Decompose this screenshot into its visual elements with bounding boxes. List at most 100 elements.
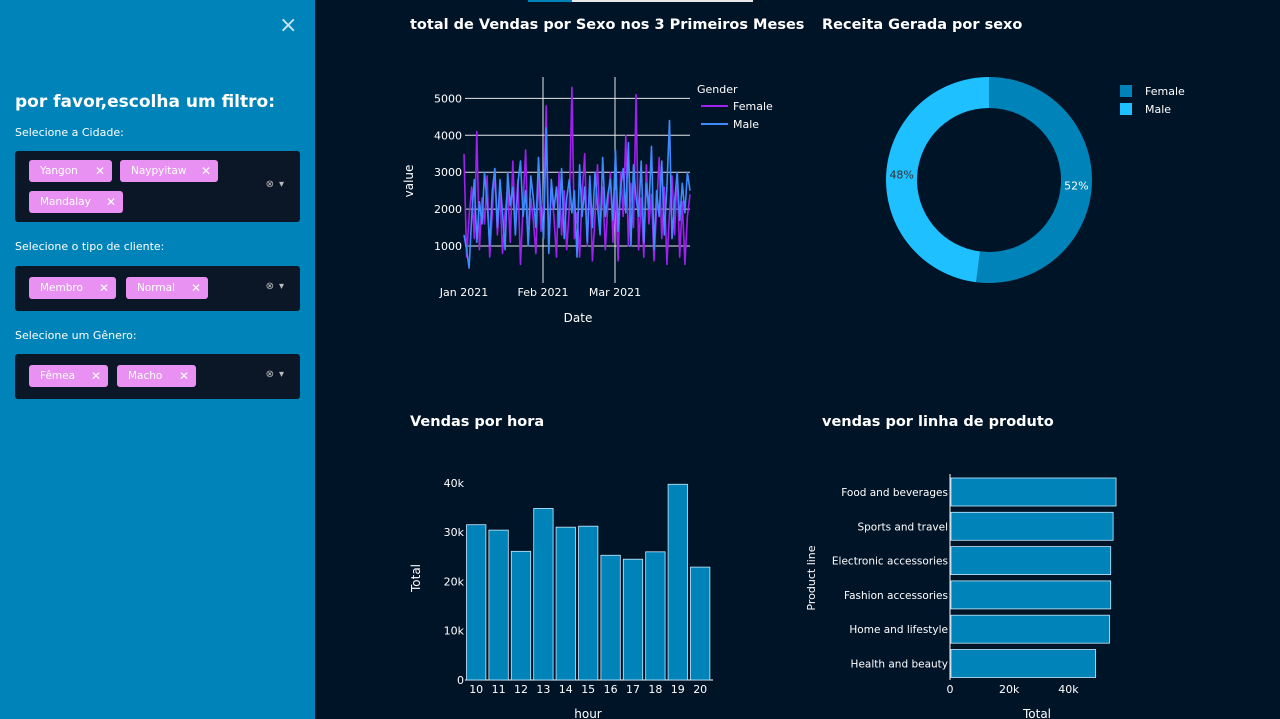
remove-tag-icon[interactable]: ✕ (178, 369, 189, 383)
customer-tag-membro: Membro ✕ (29, 277, 116, 299)
line-x-axis-label: Date (564, 311, 593, 325)
chevron-down-icon[interactable]: ▾ (278, 179, 284, 190)
product-x-axis-label: Total (1022, 707, 1051, 719)
city-multiselect[interactable]: Yangon ✕ Naypyitaw ✕ Mandalay ✕ ⊗ ▾ (15, 151, 300, 222)
pie-slice-female[interactable] (976, 77, 1093, 283)
hour-x-tick: 16 (604, 683, 618, 696)
line-x-tick: Feb 2021 (518, 286, 569, 299)
product-chart-title: vendas por linha de produto (822, 414, 1054, 430)
hour-chart-title: Vendas por hora (410, 414, 545, 430)
product-bar[interactable] (950, 546, 1112, 575)
hour-bar[interactable] (533, 508, 554, 681)
tag-label: Macho (128, 370, 163, 382)
remove-tag-icon[interactable]: ✕ (200, 164, 211, 178)
product-y-tick: Health and beauty (851, 659, 948, 671)
hour-bar[interactable] (645, 551, 666, 681)
top-scroll-indicator-thumb[interactable] (528, 0, 572, 2)
chevron-down-icon[interactable]: ▾ (278, 281, 284, 292)
hour-bar[interactable] (600, 554, 621, 681)
product-y-tick: Electronic accessories (832, 556, 948, 568)
remove-tag-icon[interactable]: ✕ (105, 195, 116, 209)
pie-legend-swatch[interactable] (1120, 85, 1132, 97)
line-y-tick: 4000 (434, 129, 462, 142)
line-y-tick: 2000 (434, 203, 462, 216)
tag-label: Normal (137, 282, 175, 294)
customer-tag-normal: Normal ✕ (126, 277, 208, 299)
pie-legend-swatch[interactable] (1120, 103, 1132, 115)
product-bar[interactable] (950, 614, 1110, 644)
hour-y-tick: 10k (444, 625, 465, 638)
line-legend-label[interactable]: Male (733, 118, 759, 131)
pie-legend-label[interactable]: Male (1145, 103, 1171, 116)
product-bar[interactable] (950, 649, 1097, 678)
tag-label: Yangon (40, 165, 78, 177)
hour-y-axis-label: Total (409, 564, 423, 593)
hour-bar[interactable] (578, 525, 599, 681)
chevron-down-icon[interactable]: ▾ (278, 369, 284, 380)
hour-bar[interactable] (690, 566, 711, 681)
customer-multiselect[interactable]: Membro ✕ Normal ✕ ⊗ ▾ (15, 266, 300, 311)
clear-icon[interactable]: ⊗ (265, 369, 274, 380)
hour-bar[interactable] (622, 558, 644, 681)
line-series-male[interactable] (463, 119, 691, 269)
line-series-female[interactable] (463, 86, 691, 266)
remove-tag-icon[interactable]: ✕ (98, 281, 109, 295)
pie-value-label: 52% (1064, 179, 1088, 192)
hour-x-tick: 19 (671, 683, 685, 696)
remove-tag-icon[interactable]: ✕ (190, 281, 201, 295)
product-bar[interactable] (950, 477, 1117, 507)
hour-x-tick: 11 (492, 683, 506, 696)
hour-x-axis-label: hour (574, 707, 602, 719)
clear-icon[interactable]: ⊗ (265, 281, 274, 292)
line-legend-label[interactable]: Female (733, 100, 773, 113)
product-y-axis-label: Product line (805, 545, 818, 610)
pie-value-label: 48% (889, 169, 913, 182)
remove-tag-icon[interactable]: ✕ (90, 369, 101, 383)
gender-tag-femea: Fêmea ✕ (29, 365, 108, 387)
close-sidebar-icon[interactable]: × (279, 13, 298, 38)
pie-slice-male[interactable] (886, 77, 989, 283)
top-scroll-indicator (528, 0, 753, 2)
line-y-tick: 1000 (434, 240, 462, 253)
pie-legend-label[interactable]: Female (1145, 85, 1185, 98)
hour-bar[interactable] (667, 483, 688, 681)
product-y-tick: Fashion accessories (844, 590, 948, 602)
sidebar-title: por favor,escolha um filtro: (15, 92, 275, 112)
line-legend-title: Gender (697, 83, 738, 96)
hour-y-tick: 0 (457, 674, 464, 687)
hour-x-tick: 17 (626, 683, 640, 696)
hour-x-tick: 15 (581, 683, 595, 696)
hour-bar[interactable] (488, 529, 509, 681)
clear-icon[interactable]: ⊗ (265, 179, 274, 190)
pie-chart-title: Receita Gerada por sexo (822, 17, 1023, 33)
product-x-tick: 40k (1058, 683, 1079, 696)
hour-bar[interactable] (466, 524, 487, 681)
product-x-tick: 0 (947, 683, 954, 696)
line-chart-title: total de Vendas por Sexo nos 3 Primeiros… (410, 17, 805, 33)
product-y-tick: Home and lifestyle (849, 624, 948, 636)
hour-x-tick: 20 (693, 683, 707, 696)
product-bar[interactable] (950, 580, 1112, 610)
line-y-tick: 5000 (434, 92, 462, 105)
hour-x-tick: 12 (514, 683, 528, 696)
hour-y-tick: 20k (444, 575, 465, 588)
line-x-tick: Mar 2021 (589, 286, 641, 299)
city-controls: ⊗ ▾ (261, 179, 284, 190)
hour-bar[interactable] (555, 526, 576, 681)
line-y-tick: 3000 (434, 166, 462, 179)
hour-y-tick: 40k (444, 477, 465, 490)
hour-bar[interactable] (510, 550, 532, 681)
hour-y-tick: 30k (444, 526, 465, 539)
gender-controls: ⊗ ▾ (261, 369, 284, 380)
city-tag-yangon: Yangon ✕ (29, 160, 112, 182)
customer-filter-label: Selecione o tipo de cliente: (15, 240, 165, 253)
hour-x-tick: 10 (469, 683, 483, 696)
remove-tag-icon[interactable]: ✕ (94, 164, 105, 178)
product-bar[interactable] (950, 511, 1114, 541)
line-y-axis-label: value (402, 165, 416, 198)
gender-multiselect[interactable]: Fêmea ✕ Macho ✕ ⊗ ▾ (15, 354, 300, 399)
city-tag-naypyitaw: Naypyitaw ✕ (120, 160, 218, 182)
product-y-tick: Food and beverages (841, 487, 948, 499)
hour-x-tick: 18 (648, 683, 662, 696)
gender-tag-macho: Macho ✕ (117, 365, 196, 387)
